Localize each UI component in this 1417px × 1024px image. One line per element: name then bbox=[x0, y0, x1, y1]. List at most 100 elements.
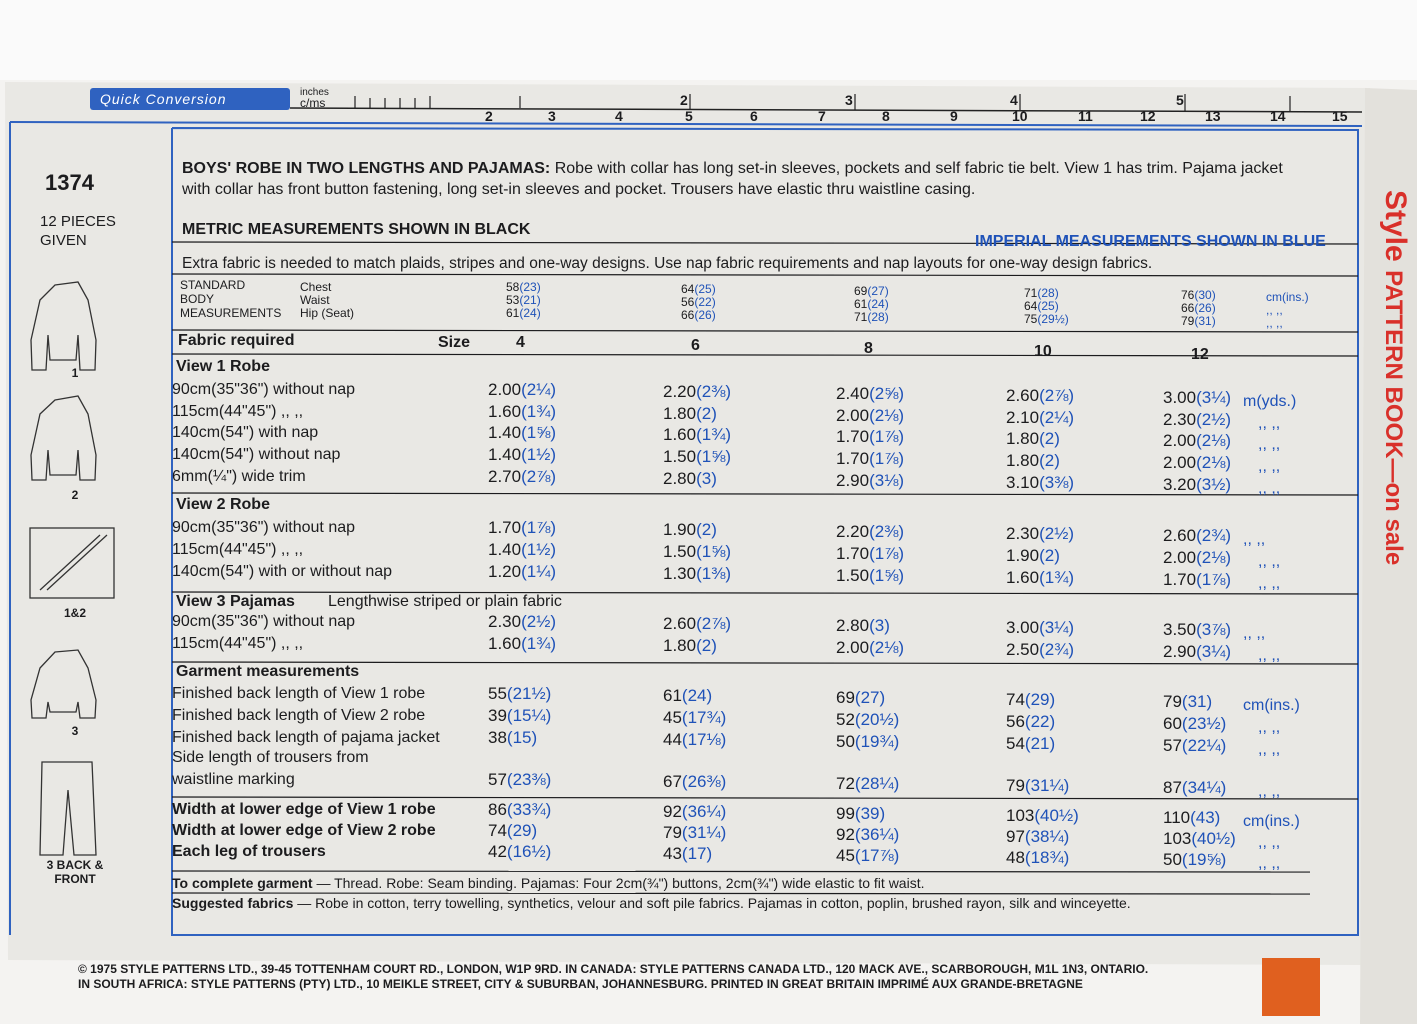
imperial-value: (1⅞) bbox=[869, 544, 905, 563]
cell: 67(26⅜) bbox=[663, 772, 726, 792]
metric-value: 2.10 bbox=[1006, 408, 1040, 427]
ruler-cm-number: 6 bbox=[750, 108, 758, 124]
cell: 3.00(3¼) bbox=[1006, 618, 1074, 638]
metric-value: 56 bbox=[1006, 712, 1025, 731]
cell: 39(15¼) bbox=[488, 706, 551, 726]
imperial-value: (3⅜) bbox=[1039, 473, 1075, 492]
unit: cm(ins.) bbox=[1266, 290, 1309, 304]
imperial-value: (1⅝) bbox=[869, 566, 905, 585]
body-cell: 53(21) bbox=[506, 293, 541, 307]
imperial-value: (1½) bbox=[521, 445, 557, 464]
row-label: Finished back length of pajama jacket bbox=[172, 729, 440, 746]
body-label: BODY bbox=[180, 292, 215, 306]
unit: ,, ,, bbox=[1258, 415, 1281, 432]
imperial-value: (2½) bbox=[521, 612, 557, 631]
metric-value: 86 bbox=[488, 800, 507, 819]
cell: 1.40(1½) bbox=[488, 445, 556, 465]
cell: 50(19¾) bbox=[836, 732, 899, 752]
imperial-value: (22¼) bbox=[1181, 736, 1227, 755]
cell: 1.90(2) bbox=[663, 520, 717, 540]
body-cell: 75(29½) bbox=[1024, 312, 1069, 326]
metric-value: 103 bbox=[1006, 806, 1035, 825]
cell: 2.50(2¾) bbox=[1006, 640, 1074, 660]
view-label: 2 bbox=[71, 488, 79, 502]
metric-value: 45 bbox=[663, 708, 682, 727]
cell: 3.20(3½) bbox=[1163, 475, 1231, 495]
body-cell: 66(26) bbox=[681, 308, 716, 322]
metric-value: 103 bbox=[1163, 829, 1192, 848]
ruler-cm-label: c/ms bbox=[300, 96, 326, 110]
metric-value: 64 bbox=[681, 282, 695, 296]
unit: ,, ,, bbox=[1258, 741, 1281, 758]
row-label: Width at lower edge of View 1 robe bbox=[172, 801, 436, 818]
metric-note: METRIC MEASUREMENTS SHOWN IN BLACK bbox=[182, 221, 531, 238]
imperial-value: (31¼) bbox=[1024, 776, 1070, 795]
row-label: 115cm(44"45") ,, ,, bbox=[172, 635, 304, 652]
imperial-value: (1⅞) bbox=[1196, 570, 1232, 589]
metric-value: 1.80 bbox=[663, 404, 697, 423]
metric-value: 61 bbox=[663, 686, 682, 705]
imperial-value: (2) bbox=[696, 520, 717, 539]
metric-value: 43 bbox=[663, 844, 682, 863]
imperial-value: (31) bbox=[1181, 692, 1213, 711]
metric-value: 2.60 bbox=[1006, 386, 1040, 405]
imperial-value: (1⅞) bbox=[521, 518, 557, 537]
imperial-value: (19¾) bbox=[854, 732, 900, 751]
description: BOYS' ROBE IN TWO LENGTHS AND PAJAMAS: R… bbox=[182, 158, 1312, 200]
metric-value: 79 bbox=[1163, 692, 1182, 711]
ruler-cm-number: 7 bbox=[818, 108, 826, 124]
cell: 2.00(2⅛) bbox=[836, 638, 904, 658]
row-label: Finished back length of View 2 robe bbox=[172, 707, 426, 724]
imperial-value: (1⅝) bbox=[696, 447, 732, 466]
metric-value: 3.10 bbox=[1006, 473, 1040, 492]
cell: 2.60(2⅞) bbox=[1006, 386, 1074, 406]
cell: 1.50(1⅝) bbox=[663, 542, 731, 562]
metric-value: 2.90 bbox=[836, 471, 870, 490]
metric-value: 1.20 bbox=[488, 562, 522, 581]
metric-value: 92 bbox=[836, 825, 855, 844]
imperial-value: (2) bbox=[696, 636, 717, 655]
ruler-inch-number: 5 bbox=[1176, 92, 1184, 108]
imperial-value: (25) bbox=[694, 282, 716, 296]
metric-value: 44 bbox=[663, 730, 682, 749]
cell: 1.50(1⅝) bbox=[663, 447, 731, 467]
metric-value: 79 bbox=[663, 823, 682, 842]
imperial-note: IMPERIAL MEASUREMENTS SHOWN IN BLUE bbox=[975, 233, 1326, 250]
imperial-value: (1¾) bbox=[521, 402, 557, 421]
metric-value: 48 bbox=[1006, 848, 1025, 867]
cell: 2.90(3⅛) bbox=[836, 471, 904, 491]
imperial-value: (2) bbox=[1039, 429, 1060, 448]
cell: 1.70(1⅞) bbox=[836, 449, 904, 469]
metric-value: 1.60 bbox=[663, 425, 697, 444]
suggested-fabrics: Suggested fabrics — Robe in cotton, terr… bbox=[172, 893, 1131, 913]
metric-value: 99 bbox=[836, 804, 855, 823]
metric-value: 2.00 bbox=[488, 380, 522, 399]
imperial-value: (2⅛) bbox=[869, 406, 905, 425]
metric-value: 1.80 bbox=[663, 636, 697, 655]
metric-value: 87 bbox=[1163, 778, 1182, 797]
cell: 52(20½) bbox=[836, 710, 899, 730]
imperial-value: (27) bbox=[867, 284, 889, 298]
extra-fabric-note: Extra fabric is needed to match plaids, … bbox=[182, 255, 1153, 272]
ruler-inch-number: 2 bbox=[680, 92, 688, 108]
imperial-value: (27) bbox=[854, 688, 886, 707]
metric-value: 66 bbox=[681, 308, 695, 322]
view-label: 3 bbox=[71, 724, 79, 738]
description-title: BOYS' ROBE IN TWO LENGTHS AND PAJAMAS: bbox=[182, 160, 551, 177]
cell: 50(19⅝) bbox=[1163, 850, 1226, 870]
body-row-name: Waist bbox=[300, 293, 330, 307]
unit: ,, ,, bbox=[1258, 480, 1281, 497]
metric-value: 50 bbox=[836, 732, 855, 751]
cell: 79(31) bbox=[1163, 692, 1212, 712]
imperial-value: (23) bbox=[519, 280, 541, 294]
imperial-value: (26) bbox=[1194, 301, 1216, 315]
cell: 2.20(2⅜) bbox=[836, 522, 904, 542]
imperial-value: (2¼) bbox=[1039, 408, 1075, 427]
cell: 72(28¼) bbox=[836, 774, 899, 794]
metric-value: 61 bbox=[506, 306, 520, 320]
cell: 1.70(1⅞) bbox=[836, 427, 904, 447]
cell: 3.00(3¼) bbox=[1163, 388, 1231, 408]
metric-value: 1.60 bbox=[488, 402, 522, 421]
body-cell: 79(31) bbox=[1181, 314, 1216, 328]
unit: ,, ,, bbox=[1258, 458, 1281, 475]
